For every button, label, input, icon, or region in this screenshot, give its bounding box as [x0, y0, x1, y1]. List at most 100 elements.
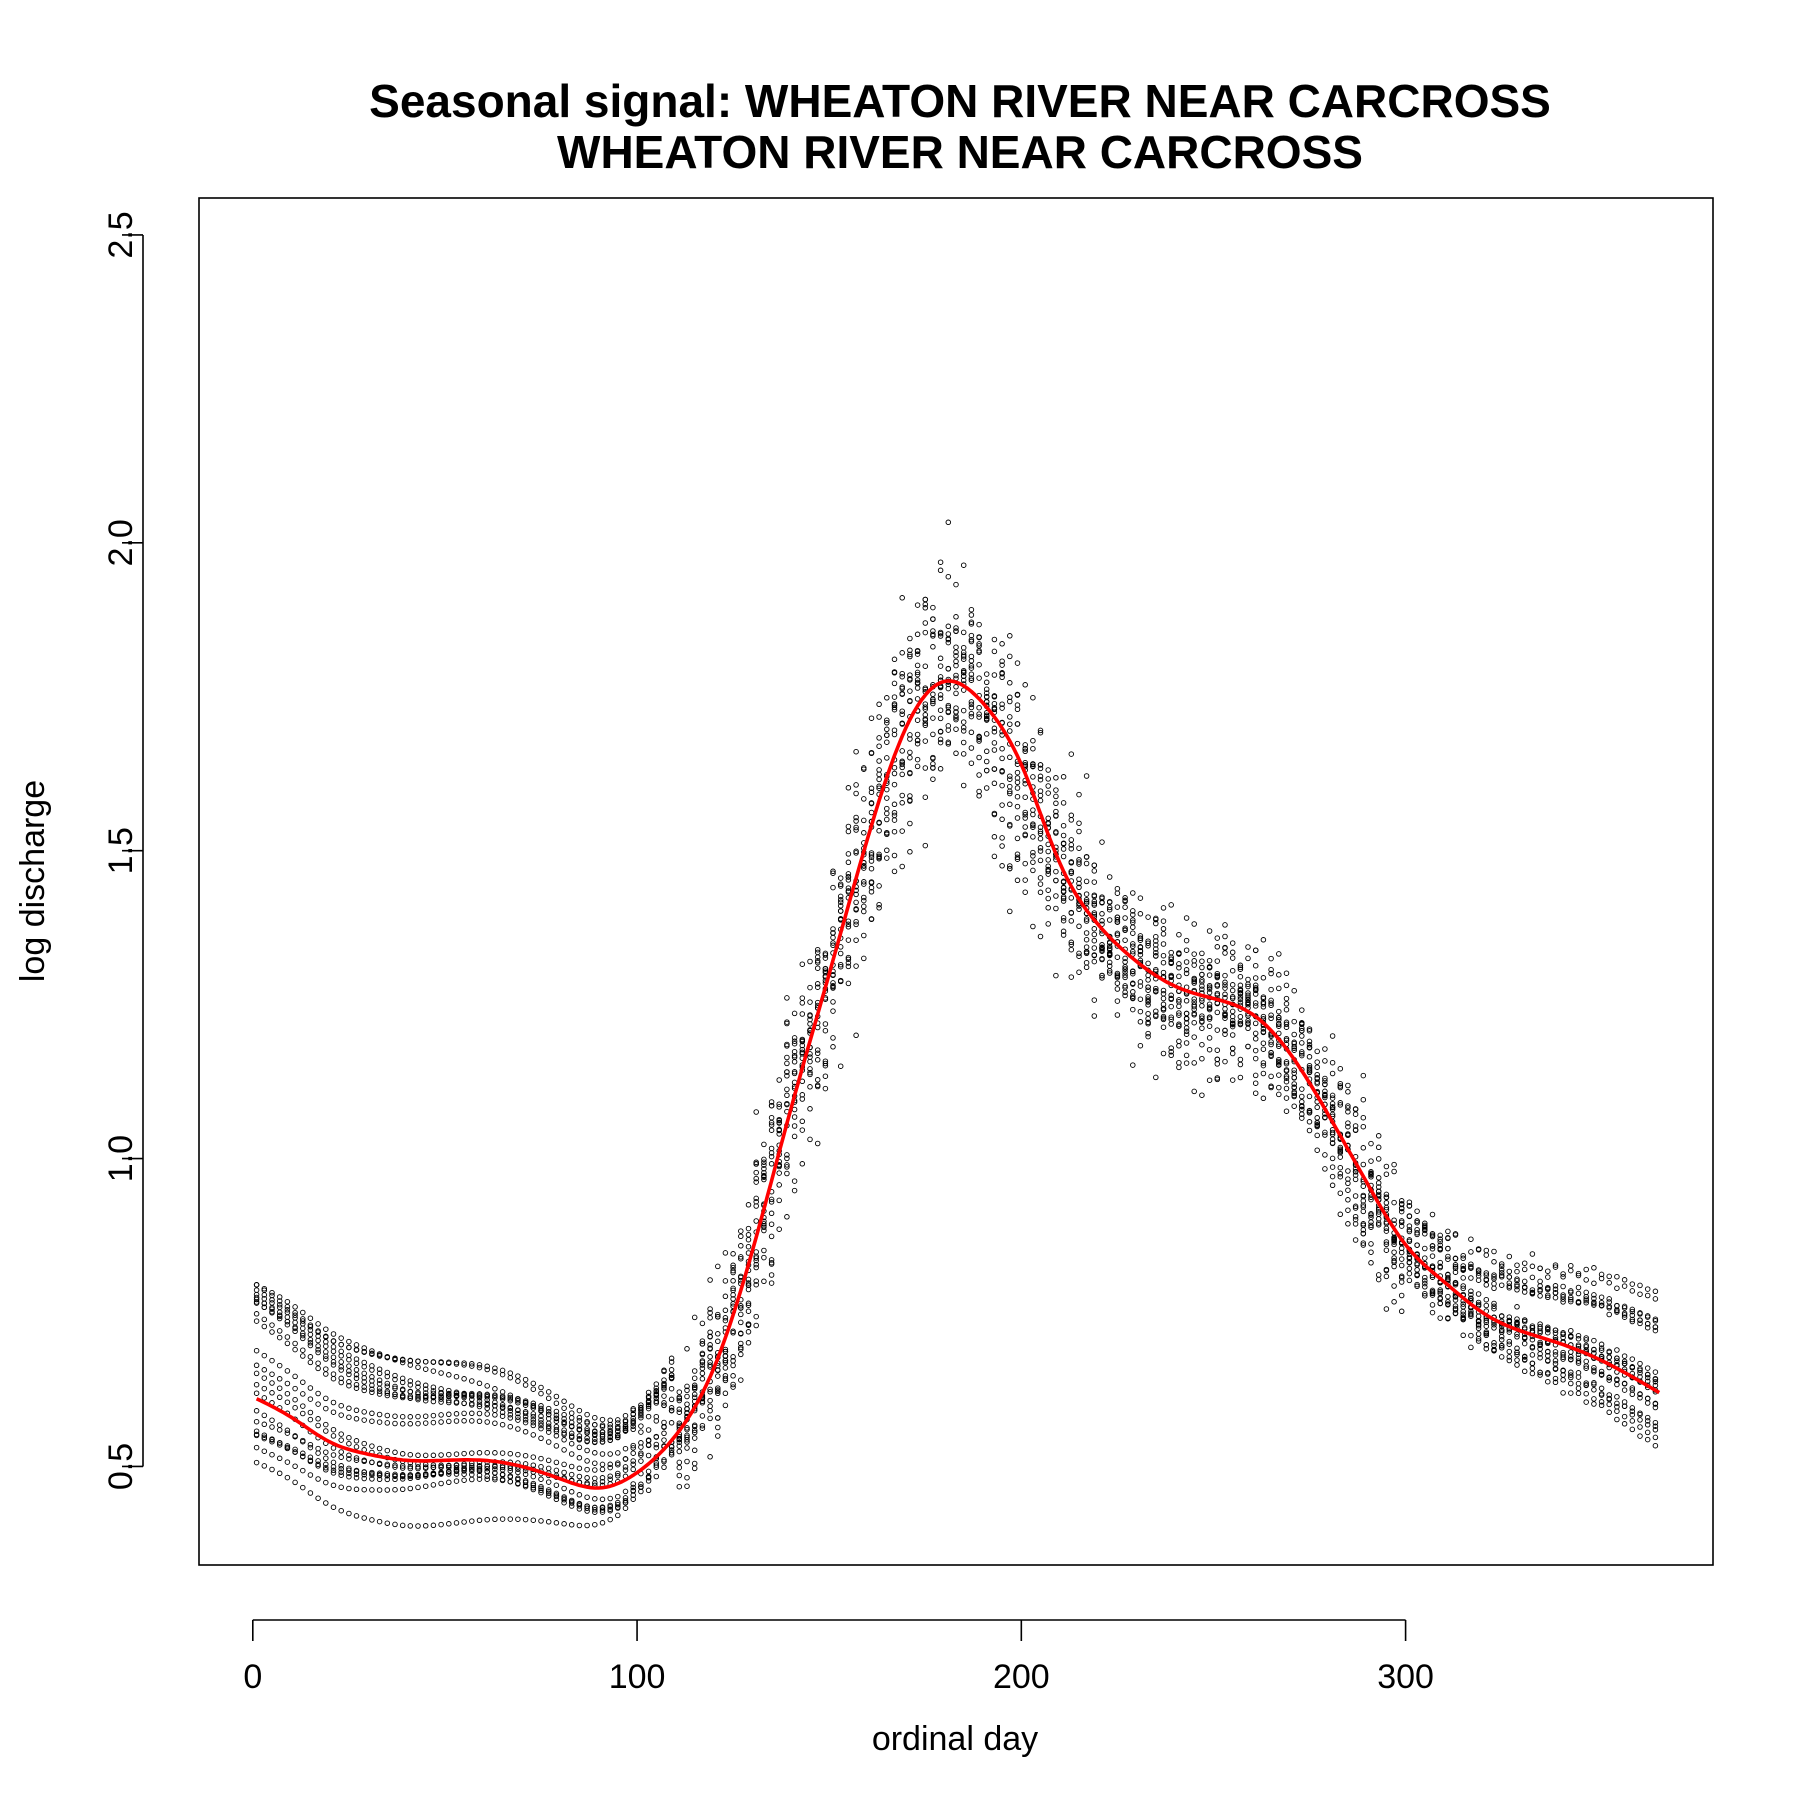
observation-point [1614, 1309, 1620, 1315]
observation-point [922, 794, 929, 800]
observation-point [960, 739, 967, 746]
observation-point [338, 1341, 344, 1348]
observation-point [338, 1469, 344, 1475]
observation-point [315, 1458, 321, 1464]
observation-point [1644, 1400, 1651, 1406]
observation-point [422, 1413, 429, 1419]
observation-point [499, 1464, 506, 1471]
observation-point [1391, 1161, 1397, 1168]
observation-point [592, 1507, 598, 1513]
observation-point [369, 1469, 375, 1476]
observation-point [507, 1397, 514, 1404]
observation-point [661, 1402, 667, 1409]
observation-point [1014, 740, 1021, 747]
observation-point [1030, 849, 1036, 856]
observation-point [1598, 1372, 1605, 1378]
observation-point [715, 1367, 721, 1373]
observation-point [907, 647, 913, 654]
observation-point [1314, 1147, 1320, 1153]
observation-point [1260, 1046, 1267, 1052]
observation-point [1591, 1292, 1597, 1298]
observation-point [1452, 1255, 1459, 1262]
observation-point [807, 1066, 813, 1072]
observation-point [845, 937, 852, 943]
observation-point [1337, 1083, 1344, 1089]
observation-point [968, 621, 975, 627]
observation-point [930, 731, 936, 738]
observation-point [323, 1500, 329, 1506]
observation-point [960, 719, 967, 725]
observation-point [745, 1321, 752, 1327]
observation-point [868, 884, 875, 891]
observation-point [469, 1402, 475, 1408]
observation-point [1091, 958, 1098, 965]
observation-point [891, 809, 898, 816]
observation-point [507, 1468, 514, 1474]
observation-point [676, 1483, 683, 1490]
observation-point [315, 1343, 321, 1349]
observation-point [983, 767, 990, 774]
observation-point [907, 688, 913, 694]
observation-point [307, 1490, 314, 1496]
observation-point [1130, 995, 1136, 1001]
observation-point [307, 1396, 314, 1402]
observation-point [914, 737, 921, 744]
observation-point [1014, 785, 1021, 791]
observation-point [576, 1522, 583, 1529]
observation-point [853, 848, 859, 855]
observation-point [799, 1036, 806, 1043]
observation-point [1429, 1264, 1436, 1270]
observation-point [1414, 1281, 1420, 1288]
observation-point [653, 1398, 660, 1405]
observation-point [784, 1164, 790, 1170]
observation-point [376, 1470, 383, 1477]
observation-point [1260, 1040, 1267, 1046]
observation-point [1153, 916, 1159, 923]
observation-point [545, 1389, 552, 1395]
observation-point [715, 1338, 721, 1345]
observation-point [553, 1426, 560, 1433]
observation-point [1237, 1056, 1244, 1063]
observation-point [1352, 1237, 1359, 1243]
observation-point [991, 700, 998, 707]
observation-point [983, 731, 990, 737]
observation-point [1545, 1358, 1551, 1364]
observation-point [492, 1365, 498, 1371]
observation-point [300, 1347, 306, 1353]
observation-point [438, 1370, 444, 1376]
observation-point [814, 959, 821, 966]
observation-point [1268, 1015, 1274, 1022]
observation-point [1176, 1059, 1182, 1066]
observation-point [807, 1054, 813, 1060]
observation-point [907, 653, 913, 660]
observation-point [1644, 1422, 1651, 1428]
observation-point [1122, 964, 1128, 970]
observation-point [1237, 987, 1244, 994]
observation-point [1229, 995, 1236, 1002]
observation-point [1007, 783, 1013, 790]
observation-point [645, 1405, 652, 1412]
observation-point [1521, 1354, 1528, 1360]
observation-point [668, 1396, 675, 1403]
observation-point [1598, 1302, 1605, 1309]
observation-point [1537, 1372, 1543, 1378]
observation-point [853, 782, 859, 788]
observation-point [1229, 1045, 1236, 1052]
observation-point [1368, 1224, 1374, 1230]
observation-point [1252, 1055, 1259, 1062]
observation-point [1575, 1355, 1582, 1361]
observation-point [1007, 801, 1013, 808]
observation-point [914, 756, 921, 763]
observation-point [1629, 1418, 1636, 1424]
observation-point [1406, 1265, 1413, 1272]
y-tick-label: 1.0 [102, 1135, 140, 1182]
observation-point [369, 1363, 375, 1369]
observation-point [553, 1490, 560, 1497]
observation-point [1598, 1385, 1605, 1392]
observation-point [1360, 1183, 1367, 1189]
observation-point [1498, 1345, 1505, 1351]
observation-point [722, 1278, 729, 1284]
observation-point [1037, 788, 1044, 794]
observation-point [430, 1472, 437, 1478]
observation-point [1483, 1270, 1490, 1276]
